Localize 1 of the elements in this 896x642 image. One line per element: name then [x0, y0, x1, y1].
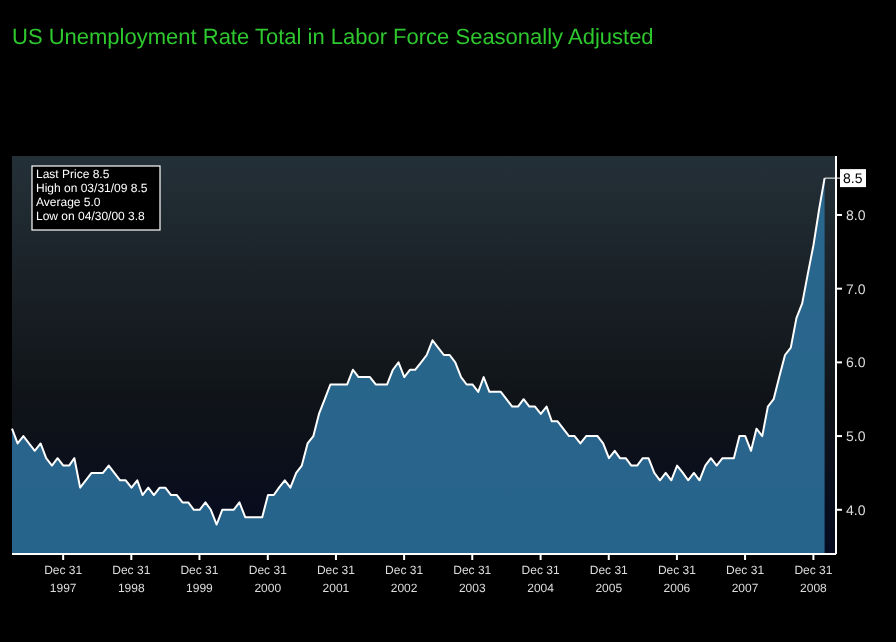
chart-title: US Unemployment Rate Total in Labor Force Seasonally Adjusted: [12, 26, 654, 50]
